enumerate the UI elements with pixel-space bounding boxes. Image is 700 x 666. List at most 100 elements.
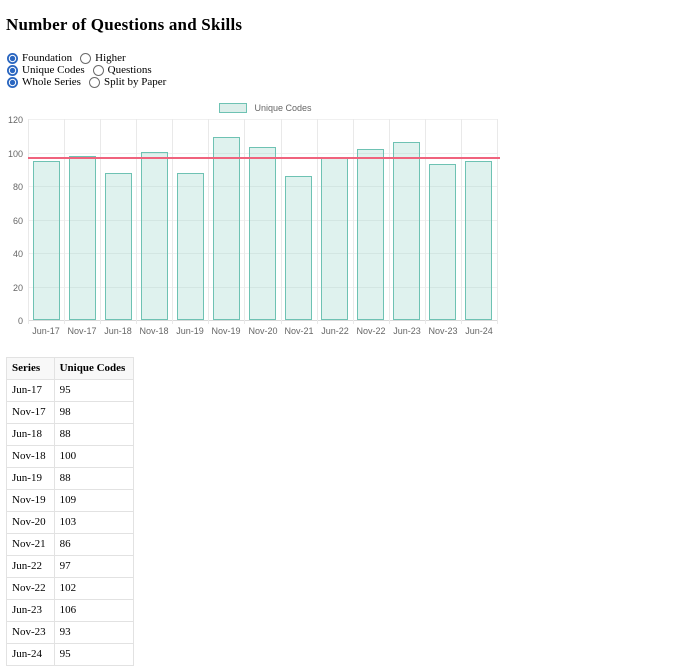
h-gridline-80 xyxy=(28,186,497,187)
legend-swatch xyxy=(219,103,248,113)
cell-series: Jun-19 xyxy=(6,467,55,490)
x-axis-label-jun-23: Jun-23 xyxy=(393,326,421,336)
x-axis-label-jun-19: Jun-19 xyxy=(176,326,204,336)
h-gridline-40 xyxy=(28,253,497,254)
v-gridline-12 xyxy=(461,119,462,324)
radio-option-higher[interactable]: Higher xyxy=(79,52,126,64)
v-gridline-8 xyxy=(317,119,318,324)
cell-series: Jun-17 xyxy=(6,379,55,402)
bar-nov-22 xyxy=(357,149,384,320)
h-gridline-60 xyxy=(28,220,497,221)
x-axis-label-nov-19: Nov-19 xyxy=(211,326,241,336)
radio-label-questions: Questions xyxy=(107,64,152,76)
v-gridline-11 xyxy=(425,119,426,324)
y-axis-tick-120: 120 xyxy=(7,115,23,125)
x-axis-label-nov-20: Nov-20 xyxy=(248,326,278,336)
radio-option-whole-series[interactable]: Whole Series xyxy=(6,76,81,88)
cell-series: Nov-20 xyxy=(6,511,55,534)
table-row-jun-22: Jun-22 97 xyxy=(6,555,135,578)
h-gridline-20 xyxy=(28,287,497,288)
v-gridline-6 xyxy=(244,119,245,324)
radio-button-higher[interactable] xyxy=(80,52,92,64)
y-axis-tick-60: 60 xyxy=(12,216,23,226)
cell-unique-codes: 86 xyxy=(53,533,135,556)
v-gridline-9 xyxy=(353,119,354,324)
table-row-jun-17: Jun-17 95 xyxy=(6,379,135,402)
cell-unique-codes: 103 xyxy=(53,511,135,534)
y-axis-tick-40: 40 xyxy=(12,249,23,259)
y-axis-tick-100: 100 xyxy=(7,149,23,159)
radio-option-split-by-paper[interactable]: Split by Paper xyxy=(88,76,166,88)
y-axis-tick-0: 0 xyxy=(17,316,23,326)
chart-body: 0 20 40 60 80 100 120 Jun-17 Nov-17 Jun-18 Nov-18… xyxy=(6,115,503,342)
radio-row-2: Whole Series Split by Paper xyxy=(6,76,694,88)
v-gridline-10 xyxy=(389,119,390,324)
radio-label-unique-codes: Unique Codes xyxy=(22,64,85,76)
cell-unique-codes: 100 xyxy=(53,445,135,468)
cell-unique-codes: 98 xyxy=(53,401,135,424)
legend-label: Unique Codes xyxy=(254,103,312,113)
radio-option-foundation[interactable]: Foundation xyxy=(6,52,72,64)
table-row-jun-18: Jun-18 88 xyxy=(6,423,135,446)
y-axis-tick-20: 20 xyxy=(12,283,23,293)
radio-button-foundation[interactable] xyxy=(7,52,18,64)
y-axis: 0 20 40 60 80 100 120 xyxy=(6,115,23,326)
cell-series: Nov-23 xyxy=(6,621,55,644)
table-row-nov-20: Nov-20 103 xyxy=(6,511,135,534)
cell-unique-codes: 93 xyxy=(53,621,135,644)
bar-jun-22 xyxy=(321,158,348,320)
x-axis-label-jun-24: Jun-24 xyxy=(465,326,493,336)
cell-series: Jun-22 xyxy=(6,555,55,578)
radio-button-unique-codes[interactable] xyxy=(7,64,18,76)
x-axis-label-jun-18: Jun-18 xyxy=(104,326,132,336)
page-title: Number of Questions and Skills xyxy=(6,15,243,34)
radio-label-foundation: Foundation xyxy=(22,52,73,64)
table-body: Jun-17 95 Nov-17 98 Jun-18 88 Nov-18 100 Jun-19 8… xyxy=(6,379,135,666)
x-axis-label-nov-17: Nov-17 xyxy=(67,326,97,336)
data-table: Series Unique Codes Jun-17 95 Nov-17 98 Jun-… xyxy=(6,357,135,666)
radio-button-questions[interactable] xyxy=(92,64,104,76)
cell-unique-codes: 88 xyxy=(53,467,135,490)
bar-jun-17 xyxy=(33,161,60,320)
table-header-series: Series xyxy=(6,357,55,380)
x-axis-label-nov-18: Nov-18 xyxy=(139,326,169,336)
radio-label-split-by-paper: Split by Paper xyxy=(103,76,167,88)
radio-option-unique-codes[interactable]: Unique Codes xyxy=(6,64,85,76)
radio-option-questions[interactable]: Questions xyxy=(92,64,152,76)
table-row-nov-18: Nov-18 100 xyxy=(6,445,135,468)
radio-row-1: Unique Codes Questions xyxy=(6,64,694,76)
cell-series: Jun-24 xyxy=(6,643,55,666)
bar-nov-19 xyxy=(213,137,240,320)
table-header-unique-codes: Unique Codes xyxy=(53,357,135,380)
cell-series: Nov-17 xyxy=(6,401,55,424)
table-row-jun-24: Jun-24 95 xyxy=(6,643,135,666)
cell-unique-codes: 95 xyxy=(53,643,135,666)
x-axis-label-nov-21: Nov-21 xyxy=(284,326,314,336)
cell-series: Nov-21 xyxy=(6,533,55,556)
x-axis-label-nov-22: Nov-22 xyxy=(356,326,386,336)
table-row-nov-19: Nov-19 109 xyxy=(6,489,135,512)
cell-unique-codes: 97 xyxy=(53,555,135,578)
v-gridline-0 xyxy=(28,119,29,324)
y-axis-tick-80: 80 xyxy=(12,182,23,192)
radio-controls: Foundation Higher Unique Codes Questions Who… xyxy=(6,52,694,88)
cell-series: Nov-22 xyxy=(6,577,55,600)
v-gridline-4 xyxy=(172,119,173,324)
table-row-nov-17: Nov-17 98 xyxy=(6,401,135,424)
x-axis-label-jun-22: Jun-22 xyxy=(321,326,349,336)
radio-button-whole-series[interactable] xyxy=(7,76,18,88)
cell-series: Nov-18 xyxy=(6,445,55,468)
cell-series: Jun-18 xyxy=(6,423,55,446)
bar-nov-21 xyxy=(285,176,312,320)
bar-jun-23 xyxy=(393,142,420,320)
chart-plot: Jun-17 Nov-17 Jun-18 Nov-18 Jun-19 Nov-19 Nov-… xyxy=(28,119,500,336)
cell-unique-codes: 102 xyxy=(53,577,135,600)
cell-unique-codes: 88 xyxy=(53,423,135,446)
v-gridline-13 xyxy=(497,119,498,324)
radio-button-split-by-paper[interactable] xyxy=(88,76,100,88)
cell-unique-codes: 95 xyxy=(53,379,135,402)
table-row-nov-23: Nov-23 93 xyxy=(6,621,135,644)
table-row-jun-19: Jun-19 88 xyxy=(6,467,135,490)
v-gridline-3 xyxy=(136,119,137,324)
